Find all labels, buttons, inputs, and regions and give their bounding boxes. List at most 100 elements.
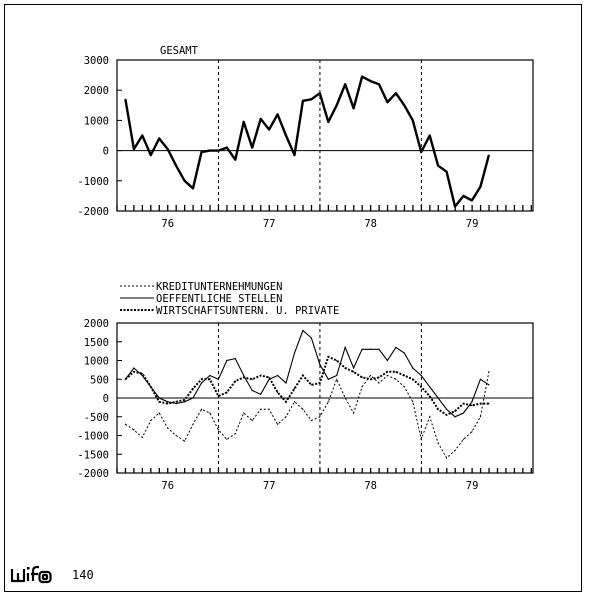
chart-components: 2000 1500 1000 500 0 -500 -1000 -1500 -2000 76 77 7… [77, 281, 534, 492]
data-point [395, 371, 397, 373]
data-point [395, 378, 397, 380]
legend-label: KREDITUNTERNEHMUNGEN [156, 281, 282, 293]
data-point [217, 429, 219, 431]
data-point [268, 376, 270, 378]
data-point [183, 180, 186, 182]
data-point [133, 429, 135, 431]
data-point [158, 412, 160, 414]
data-point [310, 419, 312, 422]
data-point [285, 134, 287, 137]
data-point [471, 431, 473, 433]
data-point [124, 423, 127, 425]
data-point [420, 386, 422, 388]
data-point [183, 399, 186, 401]
data-point [488, 371, 490, 373]
data-point [429, 386, 431, 388]
data-point [361, 348, 363, 350]
data-point [285, 401, 287, 403]
data-point [420, 151, 422, 153]
data-point [293, 388, 296, 390]
series-line-gesamt [124, 75, 491, 208]
series-line-wirtschaftsuntern-u-private [124, 355, 489, 417]
data-point [209, 378, 211, 380]
data-point [234, 159, 236, 161]
data-point [293, 352, 296, 354]
y-tick-label: 500 [90, 374, 109, 386]
data-point [276, 374, 279, 377]
data-point [234, 433, 236, 435]
data-point [429, 134, 431, 137]
data-point [276, 423, 279, 425]
y-tick-label: -500 [84, 412, 109, 424]
data-point [471, 199, 473, 202]
data-point [344, 397, 346, 399]
data-point [302, 408, 304, 410]
data-point [429, 416, 431, 418]
data-point [386, 359, 389, 362]
data-point [175, 401, 177, 403]
x-tick-label: 77 [263, 480, 276, 492]
data-point [471, 401, 473, 403]
data-point [276, 391, 279, 393]
chart-title: GESAMT [160, 45, 199, 57]
y-tick-label: -1500 [77, 449, 109, 461]
data-point [488, 384, 490, 386]
data-point [133, 148, 135, 150]
data-point [200, 151, 203, 153]
data-point [167, 427, 169, 429]
data-point [378, 348, 380, 350]
data-point [293, 154, 296, 156]
data-point [251, 389, 253, 392]
data-point [386, 101, 389, 103]
data-point [319, 363, 321, 365]
data-point [479, 416, 482, 418]
data-point [302, 100, 304, 102]
y-tick-label: -1000 [77, 431, 109, 443]
data-point [260, 118, 262, 120]
data-point [217, 378, 219, 380]
data-point [327, 401, 329, 403]
data-point [395, 92, 397, 94]
data-point [302, 329, 304, 332]
data-point [268, 408, 270, 410]
data-point [336, 359, 338, 362]
data-point [200, 382, 203, 384]
page-number: 140 [72, 568, 94, 582]
data-point [420, 374, 422, 377]
data-point [403, 104, 405, 106]
data-point [403, 374, 405, 377]
y-tick-label: 0 [103, 146, 109, 158]
data-point [412, 401, 414, 403]
data-point [243, 376, 245, 378]
data-point [217, 395, 219, 397]
y-tick-label: 1000 [84, 356, 109, 368]
data-point [327, 356, 329, 358]
data-point [158, 397, 160, 399]
data-point [310, 337, 312, 339]
data-point [412, 367, 414, 369]
data-point [200, 378, 203, 380]
data-point [175, 403, 177, 405]
data-point [251, 419, 253, 422]
data-point [378, 382, 380, 384]
data-point [369, 374, 372, 377]
data-point [192, 187, 194, 189]
data-point [226, 146, 228, 149]
data-point [386, 371, 389, 373]
data-point [276, 113, 279, 115]
data-point [369, 378, 372, 380]
data-point [479, 403, 482, 405]
data-point [336, 374, 338, 377]
data-point [327, 121, 329, 123]
data-point [454, 410, 456, 412]
data-point [386, 374, 389, 377]
data-point [403, 352, 405, 354]
data-point [403, 386, 405, 388]
data-point [412, 119, 414, 121]
data-point [285, 416, 287, 418]
data-point [454, 205, 456, 208]
data-point [336, 378, 338, 380]
data-point [192, 397, 194, 399]
data-point [260, 408, 262, 410]
